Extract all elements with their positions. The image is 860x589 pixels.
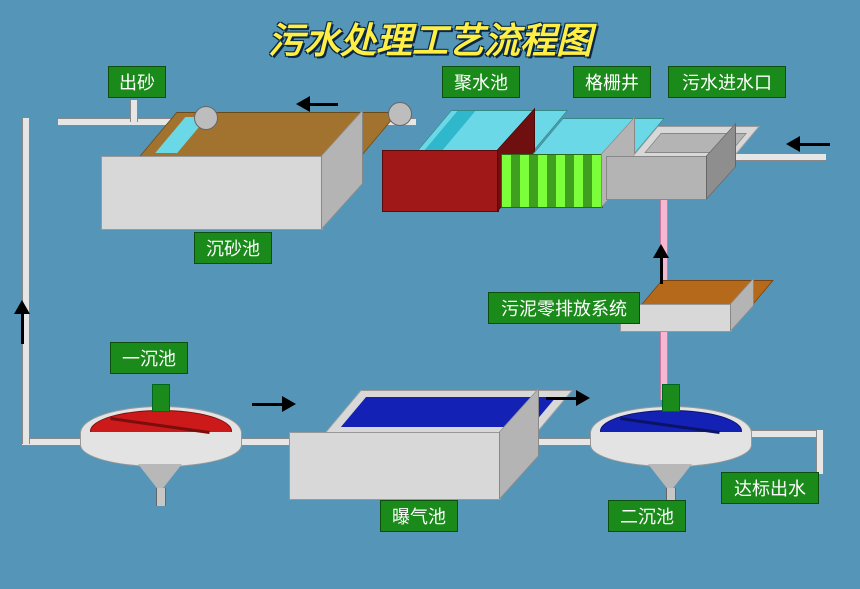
label-collect: 聚水池 [442,66,520,98]
label-aeration: 曝气池 [380,500,458,532]
label-inlet: 污水进水口 [668,66,786,98]
tank-primary [80,388,240,498]
label-grit: 沉砂池 [194,232,272,264]
label-primary: 一沉池 [110,342,188,374]
flow-arrow [14,300,30,344]
tank-sludge [640,280,750,350]
pipe [130,100,138,122]
tank-inlet [631,126,731,226]
label-sludge: 污泥零排放系统 [488,292,640,324]
flow-arrow [296,96,338,112]
flow-arrow [786,136,830,152]
flow-arrow [653,244,669,284]
pipe [730,153,826,161]
label-secondary: 二沉池 [608,500,686,532]
pipe [22,118,30,444]
label-outflow: 达标出水 [721,472,819,504]
label-out-sand: 出砂 [108,66,166,98]
page-title: 污水处理工艺流程图 [0,12,860,64]
tank-grit [138,112,358,252]
flow-arrow [546,390,590,406]
label-screen: 格栅井 [573,66,651,98]
flow-arrow [252,396,296,412]
pipe [816,430,824,474]
diagram-stage: { "title": { "text": "污水处理工艺流程图", "fonts… [0,0,860,589]
